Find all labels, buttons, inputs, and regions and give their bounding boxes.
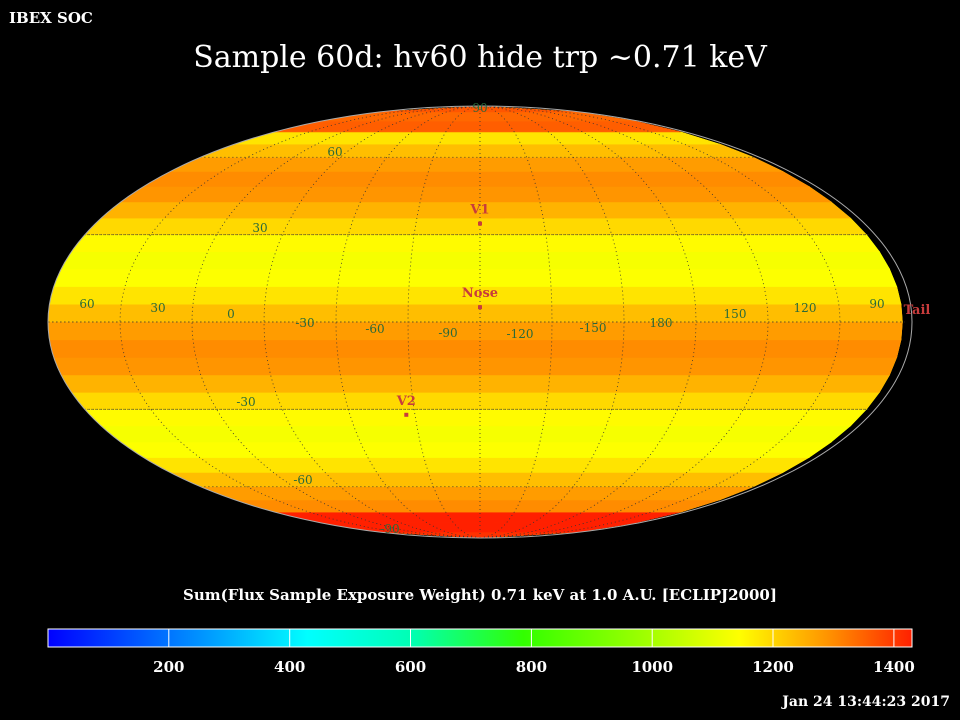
longitude-label: 180 <box>650 316 673 330</box>
colorbar-tick-label: 600 <box>394 658 427 676</box>
longitude-label: -60 <box>365 322 384 336</box>
longitude-label: 120 <box>794 301 817 315</box>
longitude-label: 30 <box>150 301 165 315</box>
longitude-label: -90 <box>438 326 457 340</box>
colorbar-tick-label: 400 <box>274 658 306 676</box>
latitude-label: -30 <box>236 395 255 409</box>
longitude-label: 150 <box>724 307 747 321</box>
flux-pixel <box>84 217 868 235</box>
flux-pixel <box>49 339 902 358</box>
latitude-label: 60 <box>327 145 342 159</box>
flux-pixel <box>119 186 833 203</box>
marker-v2-label: V2 <box>396 394 416 409</box>
colorbar-tick-label: 1200 <box>752 658 794 676</box>
marker-v2-dot <box>404 412 409 417</box>
longitude-label: 60 <box>79 297 94 311</box>
longitude-label: 0 <box>227 307 235 321</box>
marker-v1-label: V1 <box>469 203 489 218</box>
colorbar-tick-label: 1400 <box>873 658 915 676</box>
flux-pixel <box>235 131 720 145</box>
marker-tail-label: Tail <box>904 303 931 318</box>
flux-pixel <box>53 268 898 287</box>
colorbar-tick-label: 200 <box>153 658 185 676</box>
flux-pixel <box>53 357 898 376</box>
colorbar <box>47 628 913 648</box>
flux-pixel <box>60 251 891 270</box>
colorbar-tick-label: 800 <box>515 658 548 676</box>
page-title: Sample 60d: hv60 hide trp ~0.71 keV <box>193 40 767 75</box>
longitude-label: -150 <box>580 321 607 335</box>
flux-pixel <box>170 157 784 172</box>
marker-v1-dot <box>478 221 482 226</box>
org-label: IBEX SOC <box>9 9 93 27</box>
flux-pixel <box>274 120 681 133</box>
longitude-label: -30 <box>295 316 314 330</box>
flux-pixel <box>100 425 852 443</box>
colorbar-label: Sum(Flux Sample Exposure Weight) 0.71 ke… <box>183 586 777 604</box>
flux-pixel <box>48 303 903 323</box>
flux-pixel <box>70 234 881 252</box>
flux-pixel <box>60 374 891 393</box>
flux-pixel <box>142 171 810 187</box>
flux-pixel <box>84 408 868 427</box>
timestamp: Jan 24 13:44:23 2017 <box>782 694 950 710</box>
flux-pixel <box>48 321 903 341</box>
colorbar-tick-label: 1000 <box>631 658 674 676</box>
flux-pixel <box>142 457 810 473</box>
flux-pixel <box>170 472 784 488</box>
longitude-label: -120 <box>507 327 534 341</box>
latitude-label: -90 <box>380 522 399 536</box>
latitude-label: 30 <box>252 221 267 235</box>
marker-nose-label: Nose <box>462 286 498 301</box>
flux-pixel <box>200 486 754 501</box>
latitude-label: -60 <box>293 473 312 487</box>
flux-pixel <box>274 511 681 524</box>
flux-pixel <box>235 499 720 513</box>
flux-pixel <box>200 143 754 158</box>
marker-nose-dot <box>478 305 482 310</box>
flux-pixel <box>119 441 833 458</box>
longitude-label: 90 <box>869 297 884 311</box>
latitude-label: 90 <box>472 101 487 115</box>
flux-pixel <box>70 391 881 410</box>
